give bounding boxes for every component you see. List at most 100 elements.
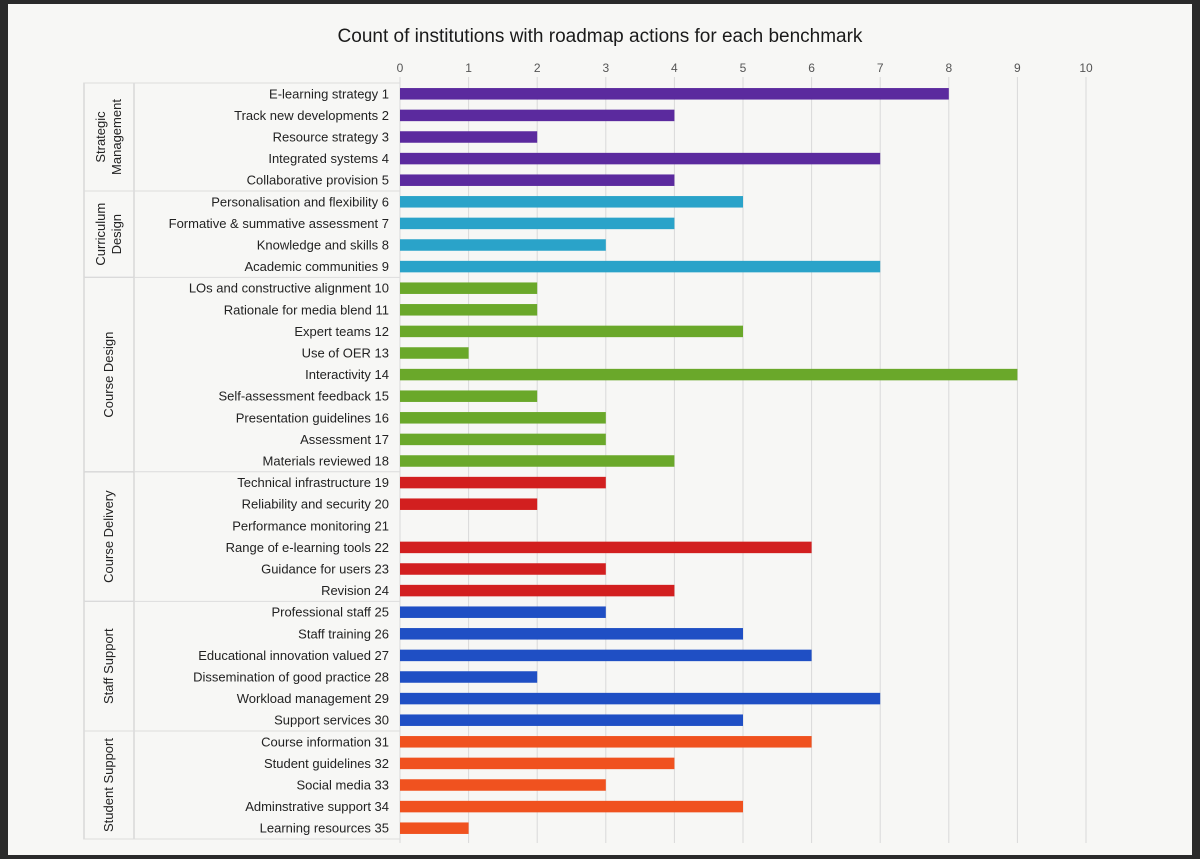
bar-label: Interactivity 14 [305, 367, 389, 382]
bar-label: Collaborative provision 5 [247, 173, 389, 188]
bar [400, 606, 606, 618]
bar-label: Social media 33 [297, 778, 390, 793]
bar [400, 412, 606, 424]
bar [400, 347, 469, 359]
x-tick-label: 7 [877, 61, 884, 75]
bar [400, 88, 949, 100]
bar-label: Formative & summative assessment 7 [169, 216, 389, 231]
group-label: Student Support [101, 738, 116, 832]
benchmark-bar-chart: Count of institutions with roadmap actio… [83, 26, 1093, 843]
group-label-line: Strategic [93, 111, 108, 163]
bar [400, 433, 606, 446]
chart-title: Count of institutions with roadmap actio… [338, 26, 863, 47]
bar-label: Educational innovation valued 27 [198, 648, 389, 663]
group-label: Course Delivery [101, 490, 116, 583]
bar-label: Materials reviewed 18 [263, 454, 389, 469]
x-tick-label: 9 [1014, 61, 1021, 75]
bar [400, 109, 675, 122]
bar-label: Adminstrative support 34 [245, 799, 389, 814]
bar [400, 584, 675, 597]
group-label-line: Course Delivery [101, 490, 116, 583]
bar [400, 779, 606, 791]
bar-label: Performance monitoring 21 [232, 518, 389, 533]
bar [400, 800, 743, 813]
bar-label: Personalisation and flexibility 6 [211, 194, 389, 209]
bar [400, 757, 675, 770]
bars [400, 88, 1018, 834]
bar-label: Academic communities 9 [245, 259, 390, 274]
bar [400, 628, 743, 640]
bar-label: Dissemination of good practice 28 [193, 670, 389, 685]
category-groups: StrategicManagement CurriculumDesign Cours… [83, 82, 400, 840]
group-label-line: Course Design [101, 332, 116, 418]
x-tick-label: 10 [1079, 61, 1093, 75]
bar-labels: E-learning strategy 1 Track new developme… [169, 86, 389, 835]
bar-label: Reliability and security 20 [242, 497, 389, 512]
group-label: StrategicManagement [93, 99, 124, 175]
bar [400, 476, 606, 489]
bar-label: Revision 24 [321, 583, 389, 598]
bar-label: Assessment 17 [300, 432, 389, 447]
bar [400, 541, 812, 554]
bar [400, 304, 538, 316]
bar-label: Staff training 26 [298, 626, 389, 641]
x-axis: 0 1 2 3 4 5 6 7 8 9 10 [397, 61, 1093, 75]
x-tick-label: 8 [945, 61, 952, 75]
x-tick-label: 5 [740, 61, 747, 75]
projection-screen: Count of institutions with roadmap actio… [8, 4, 1192, 855]
bar-label: Student guidelines 32 [264, 756, 389, 771]
bar-label: Self-assessment feedback 15 [218, 389, 389, 404]
bar [400, 131, 538, 143]
group-label-line: Staff Support [101, 628, 116, 704]
x-tick-label: 4 [671, 61, 678, 75]
bar [400, 455, 675, 467]
bar-label: Workload management 29 [237, 691, 389, 706]
bar [400, 498, 538, 510]
group-label-line: Management [109, 99, 124, 175]
group-label: Staff Support [101, 628, 116, 704]
bar [400, 649, 812, 662]
bar-label: Support services 30 [274, 713, 389, 728]
bar [400, 282, 538, 294]
bar [400, 671, 538, 683]
bar [400, 217, 675, 230]
bar-label: Range of e-learning tools 22 [226, 540, 389, 555]
bar [400, 368, 1018, 381]
bar-label: Integrated systems 4 [268, 151, 389, 166]
bar [400, 152, 881, 165]
group-label: Course Design [101, 332, 116, 418]
bar-label: Presentation guidelines 16 [236, 410, 389, 425]
group-label: CurriculumDesign [93, 203, 124, 266]
bar-label: Learning resources 35 [260, 821, 389, 836]
bar [400, 260, 881, 273]
x-tick-label: 6 [808, 61, 815, 75]
x-tick-label: 2 [534, 61, 541, 75]
group-label-line: Curriculum [93, 203, 108, 266]
group-label-line: Student Support [101, 738, 116, 832]
bar-label: Use of OER 13 [302, 346, 389, 361]
bar [400, 736, 812, 748]
bar [400, 692, 881, 705]
x-tick-label: 3 [602, 61, 609, 75]
bar-label: Rationale for media blend 11 [224, 302, 389, 317]
bar-label: Professional staff 25 [271, 605, 389, 620]
bar [400, 239, 606, 251]
bar-label: E-learning strategy 1 [269, 86, 389, 101]
bar-label: LOs and constructive alignment 10 [189, 281, 389, 296]
group-label-line: Design [109, 214, 124, 254]
bar-label: Technical infrastructure 19 [237, 475, 389, 490]
x-tick-label: 0 [397, 61, 404, 75]
bar [400, 325, 743, 338]
bar-label: Guidance for users 23 [261, 562, 389, 577]
bar-label: Course information 31 [261, 734, 389, 749]
bar [400, 390, 538, 402]
bar-label: Knowledge and skills 8 [257, 238, 389, 253]
bar [400, 822, 469, 834]
bar-label: Expert teams 12 [294, 324, 389, 339]
bar [400, 174, 675, 186]
bar [400, 714, 743, 726]
bar-label: Resource strategy 3 [273, 130, 389, 145]
x-tick-label: 1 [465, 61, 472, 75]
bar [400, 563, 606, 575]
bar-label: Track new developments 2 [234, 108, 389, 123]
